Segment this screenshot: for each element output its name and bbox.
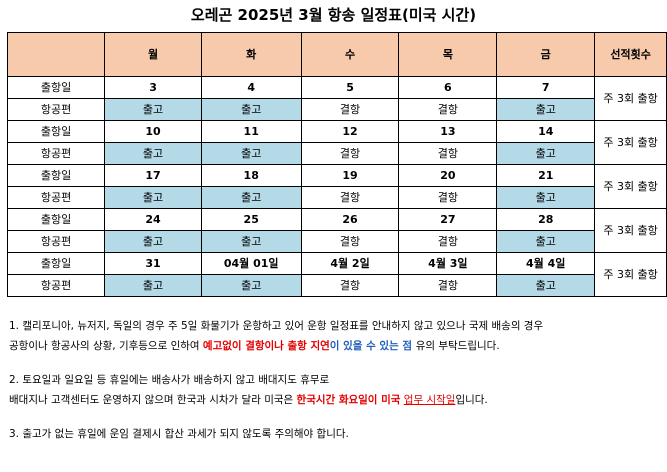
flight-status-cell: 출고 xyxy=(104,142,202,165)
note-text: 유의 부탁드립니다. xyxy=(415,340,500,352)
note-highlight-red: 한국시간 화요일이 미국 xyxy=(296,394,401,406)
row-label-date: 출항일 xyxy=(6,208,106,231)
flight-status-cell: 결항 xyxy=(398,274,498,297)
note-1-line-2: 공항이나 항공사의 상황, 기후등으로 인하여 예고없이 결항이나 출항 지연이… xyxy=(9,336,664,356)
row-label-date: 출항일 xyxy=(6,252,106,275)
header-cell-tue: 화 xyxy=(200,32,302,77)
date-cell: 25 xyxy=(200,208,302,231)
row-label-date: 출항일 xyxy=(6,164,106,187)
date-cell: 21 xyxy=(496,164,596,187)
sailing-count-cell: 주 3회 출항 xyxy=(594,120,667,165)
notes: 1. 캘리포니아, 뉴저지, 독일의 경우 주 5일 화물기가 운항하고 있어 … xyxy=(9,316,664,444)
flight-status-cell: 결항 xyxy=(300,230,400,253)
date-row: 출항일 24 25 26 27 28 주 3회 출항 xyxy=(6,208,667,253)
note-highlight-blue: 이 있을 수 있는 점 xyxy=(329,340,416,352)
flight-status-cell: 출고 xyxy=(200,230,302,253)
note-1-line-1: 1. 캘리포니아, 뉴저지, 독일의 경우 주 5일 화물기가 운항하고 있어 … xyxy=(9,320,544,332)
flight-status-cell: 출고 xyxy=(104,186,202,209)
date-cell: 4월 3일 xyxy=(398,252,498,275)
flight-row: 항공편 출고 출고 결항 결항 출고 xyxy=(6,142,667,165)
date-cell: 11 xyxy=(200,120,302,143)
date-cell: 3 xyxy=(104,76,202,99)
sailing-count-cell: 주 3회 출항 xyxy=(594,208,667,253)
flight-status-cell: 출고 xyxy=(496,142,596,165)
flight-status-cell: 출고 xyxy=(496,274,596,297)
date-cell: 24 xyxy=(104,208,202,231)
flight-status-cell: 결항 xyxy=(300,186,400,209)
note-text: 입니다. xyxy=(455,394,488,406)
date-cell: 5 xyxy=(300,76,400,99)
page-title: 오레곤 2025년 3월 항송 일정표(미국 시간) xyxy=(190,6,477,24)
sailing-count-cell: 주 3회 출항 xyxy=(594,164,667,209)
date-cell: 26 xyxy=(300,208,400,231)
note-2-line-2: 배대지나 고객센터도 운영하지 않으며 한국과 시차가 달라 미국은 한국시간 … xyxy=(9,390,664,410)
flight-status-cell: 결항 xyxy=(398,230,498,253)
note-highlight-red: 예고없이 결항이나 출항 지연 xyxy=(202,340,330,352)
flight-status-cell: 출고 xyxy=(104,230,202,253)
date-row: 출항일 3 4 5 6 7 주 3회 출항 xyxy=(6,76,667,121)
note-2-line-1: 2. 토요일과 일요일 등 휴일에는 배송사가 배송하지 않고 배대지도 휴무로 xyxy=(9,374,330,386)
date-row: 출항일 17 18 19 20 21 주 3회 출항 xyxy=(6,164,667,209)
row-label-flight: 항공편 xyxy=(6,98,106,121)
note-underline: 업무 시작일 xyxy=(403,394,456,406)
date-cell: 6 xyxy=(398,76,498,99)
flight-status-cell: 결항 xyxy=(398,98,498,121)
flight-status-cell: 출고 xyxy=(496,98,596,121)
header-cell-count: 선적횟수 xyxy=(594,32,667,77)
flight-status-cell: 결항 xyxy=(300,142,400,165)
header-cell-fri: 금 xyxy=(496,32,596,77)
flight-status-cell: 출고 xyxy=(496,230,596,253)
row-label-flight: 항공편 xyxy=(6,274,106,297)
header-cell-wed: 수 xyxy=(300,32,400,77)
table-header-row: 월 화 수 목 금 선적횟수 xyxy=(6,32,667,77)
sailing-count-cell: 주 3회 출항 xyxy=(594,252,667,297)
date-cell: 04월 01일 xyxy=(200,252,302,275)
note-text: 배대지나 고객센터도 운영하지 않으며 한국과 시차가 달라 미국은 xyxy=(9,394,297,406)
flight-status-cell: 출고 xyxy=(200,142,302,165)
date-row: 출항일 31 04월 01일 4월 2일 4월 3일 4월 4일 주 3회 출항 xyxy=(6,252,667,297)
date-cell: 4월 4일 xyxy=(496,252,596,275)
row-label-date: 출항일 xyxy=(6,76,106,99)
note-3-line-1: 3. 출고가 없는 휴일에 운임 결제시 합산 과세가 되지 않도록 주의해야 … xyxy=(9,428,349,440)
flight-row: 항공편 출고 출고 결항 결항 출고 xyxy=(6,186,667,209)
row-label-flight: 항공편 xyxy=(6,230,106,253)
date-cell: 28 xyxy=(496,208,596,231)
flight-status-cell: 출고 xyxy=(104,98,202,121)
row-label-date: 출항일 xyxy=(6,120,106,143)
note-text: 공항이나 항공사의 상황, 기후등으로 인하여 xyxy=(9,340,203,352)
flight-status-cell: 결항 xyxy=(300,98,400,121)
flight-status-cell: 출고 xyxy=(496,186,596,209)
flight-row: 항공편 출고 출고 결항 결항 출고 xyxy=(6,274,667,297)
date-cell: 7 xyxy=(496,76,596,99)
row-label-flight: 항공편 xyxy=(6,186,106,209)
date-cell: 18 xyxy=(200,164,302,187)
sailing-count-cell: 주 3회 출항 xyxy=(594,76,667,121)
row-label-flight: 항공편 xyxy=(6,142,106,165)
date-cell: 19 xyxy=(300,164,400,187)
flight-status-cell: 출고 xyxy=(200,98,302,121)
schedule-table: 월 화 수 목 금 선적횟수 출항일 3 4 5 6 7 주 3회 출항 항공편 출고 출고 결항 결… xyxy=(6,32,667,297)
flight-status-cell: 결항 xyxy=(300,274,400,297)
flight-status-cell: 출고 xyxy=(200,274,302,297)
date-cell: 4 xyxy=(200,76,302,99)
date-cell: 31 xyxy=(104,252,202,275)
header-cell-empty xyxy=(6,32,106,77)
flight-row: 항공편 출고 출고 결항 결항 출고 xyxy=(6,98,667,121)
date-row: 출항일 10 11 12 13 14 주 3회 출항 xyxy=(6,120,667,165)
flight-status-cell: 출고 xyxy=(104,274,202,297)
flight-status-cell: 결항 xyxy=(398,186,498,209)
flight-status-cell: 결항 xyxy=(398,142,498,165)
flight-status-cell: 출고 xyxy=(200,186,302,209)
date-cell: 27 xyxy=(398,208,498,231)
date-cell: 14 xyxy=(496,120,596,143)
flight-row: 항공편 출고 출고 결항 결항 출고 xyxy=(6,230,667,253)
header-cell-thu: 목 xyxy=(398,32,498,77)
date-cell: 20 xyxy=(398,164,498,187)
date-cell: 10 xyxy=(104,120,202,143)
date-cell: 12 xyxy=(300,120,400,143)
date-cell: 17 xyxy=(104,164,202,187)
header-cell-mon: 월 xyxy=(104,32,202,77)
date-cell: 4월 2일 xyxy=(300,252,400,275)
date-cell: 13 xyxy=(398,120,498,143)
